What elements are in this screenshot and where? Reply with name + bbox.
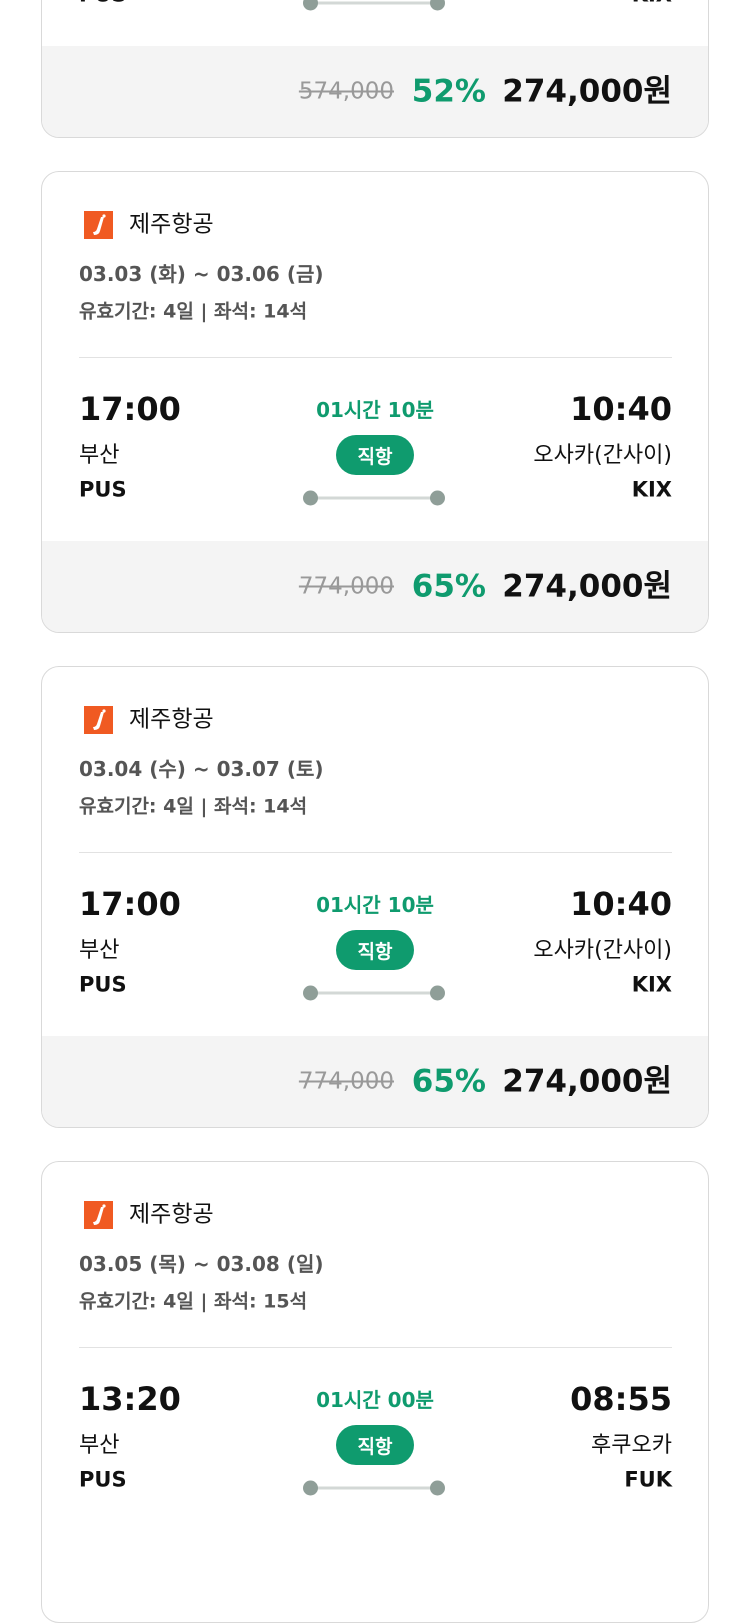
departure-code: PUS: [79, 0, 127, 6]
route-line: [303, 490, 445, 506]
validity-seats: 유효기간: 4일 | 좌석: 14석: [79, 795, 308, 818]
flight-duration: 01시간 10분: [316, 398, 434, 422]
arrival-time: 08:55: [570, 1380, 672, 1418]
flight-card[interactable]: PUS KIX 574,000 52% 274,000원: [41, 0, 709, 138]
airline-logo: [84, 706, 113, 734]
direct-badge: 직항: [336, 1425, 414, 1465]
price-bar: 774,000 65% 274,000원: [42, 1036, 708, 1127]
price-bar: 574,000 52% 274,000원: [42, 46, 708, 137]
departure-time: 17:00: [79, 885, 181, 923]
travel-dates: 03.04 (수) ~ 03.07 (토): [79, 757, 324, 781]
divider: [79, 357, 672, 358]
airline-name: 제주항공: [129, 706, 214, 733]
flight-card[interactable]: 제주항공 03.03 (화) ~ 03.06 (금) 유효기간: 4일 | 좌석: …: [41, 171, 709, 633]
arrival-city: 후쿠오카: [591, 1433, 672, 1458]
departure-time: 17:00: [79, 390, 181, 428]
sale-price: 274,000원: [502, 568, 672, 605]
arrival-city: 오사카(간사이): [533, 938, 672, 963]
route-dot: [303, 490, 318, 506]
sale-price: 274,000원: [502, 1063, 672, 1100]
airline-name: 제주항공: [129, 211, 214, 238]
flight-duration: 01시간 00분: [316, 1388, 434, 1412]
divider: [79, 852, 672, 853]
route-line: [303, 985, 445, 1001]
discount-rate: 65%: [411, 568, 486, 605]
route-dot: [303, 985, 318, 1001]
route-dot: [430, 490, 445, 506]
travel-dates: 03.05 (목) ~ 03.08 (일): [79, 1252, 324, 1276]
route-dot: [430, 1480, 445, 1496]
arrival-time: 10:40: [570, 885, 672, 923]
route-dot: [430, 985, 445, 1001]
divider: [79, 1347, 672, 1348]
route-line: [303, 0, 445, 11]
route-line: [303, 1480, 445, 1496]
original-price: 774,000: [298, 1068, 394, 1095]
discount-rate: 65%: [411, 1063, 486, 1100]
arrival-city: 오사카(간사이): [533, 443, 672, 468]
arrival-time: 10:40: [570, 390, 672, 428]
original-price: 774,000: [298, 573, 394, 600]
departure-code: PUS: [79, 1467, 127, 1492]
sale-price: 274,000원: [502, 73, 672, 110]
validity-seats: 유효기간: 4일 | 좌석: 15석: [79, 1290, 308, 1313]
route-dot: [430, 0, 445, 11]
departure-city: 부산: [79, 938, 120, 963]
price-bar: 774,000 65% 274,000원: [42, 541, 708, 632]
arrival-code: KIX: [632, 0, 672, 6]
airline-logo: [84, 1201, 113, 1229]
arrival-code: KIX: [631, 477, 672, 502]
travel-dates: 03.03 (화) ~ 03.06 (금): [79, 262, 324, 286]
original-price: 574,000: [298, 78, 394, 105]
direct-badge: 직항: [336, 930, 414, 970]
validity-seats: 유효기간: 4일 | 좌석: 14석: [79, 300, 308, 323]
airline-logo: [84, 211, 113, 239]
flight-duration: 01시간 10분: [316, 893, 434, 917]
departure-city: 부산: [79, 443, 120, 468]
arrival-code: FUK: [624, 1467, 672, 1492]
route-dot: [303, 1480, 318, 1496]
airline-name: 제주항공: [129, 1201, 214, 1228]
flight-card[interactable]: 제주항공 03.05 (목) ~ 03.08 (일) 유효기간: 4일 | 좌석: …: [41, 1161, 709, 1623]
departure-city: 부산: [79, 1433, 120, 1458]
flight-card[interactable]: 제주항공 03.04 (수) ~ 03.07 (토) 유효기간: 4일 | 좌석: …: [41, 666, 709, 1128]
departure-time: 13:20: [79, 1380, 181, 1418]
departure-code: PUS: [79, 972, 127, 997]
direct-badge: 직항: [336, 435, 414, 475]
departure-code: PUS: [79, 477, 127, 502]
route-dot: [303, 0, 318, 11]
arrival-code: KIX: [631, 972, 672, 997]
discount-rate: 52%: [411, 73, 486, 110]
